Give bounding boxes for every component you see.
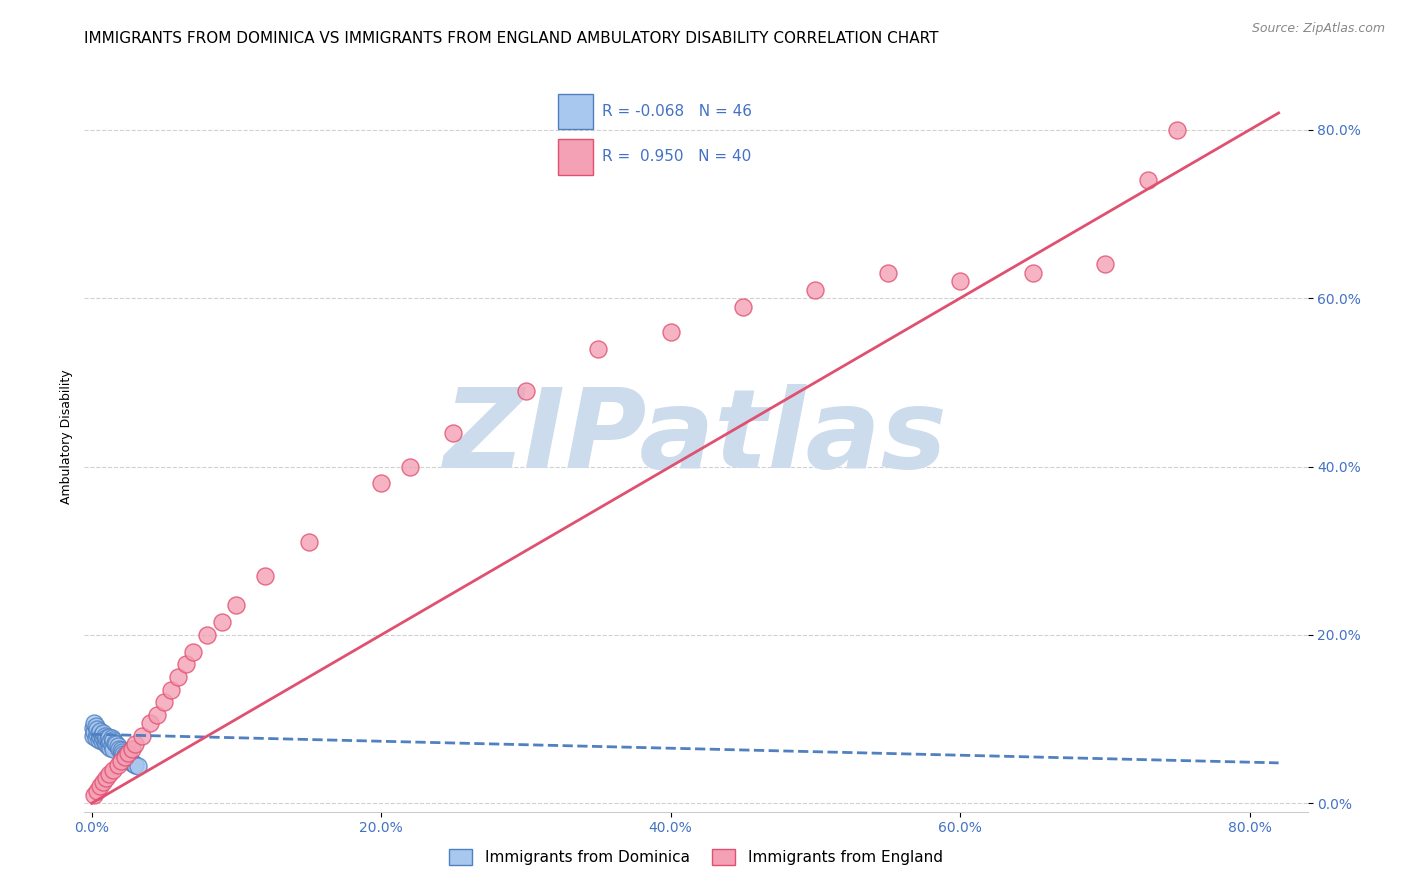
Text: ZIPatlas: ZIPatlas <box>444 384 948 491</box>
Point <box>104 736 127 750</box>
Point <box>105 737 128 751</box>
Point <box>731 300 754 314</box>
Point <box>588 342 610 356</box>
Point <box>121 756 143 770</box>
Point <box>89 730 111 744</box>
Point <box>121 741 143 756</box>
Point <box>659 325 682 339</box>
Point <box>103 763 125 777</box>
Point <box>87 726 110 740</box>
Point <box>86 727 108 741</box>
Point <box>399 459 422 474</box>
Point <box>90 728 112 742</box>
Point <box>90 734 112 748</box>
Point <box>153 695 176 709</box>
Point <box>98 736 121 750</box>
Point <box>515 384 537 398</box>
Point <box>100 734 122 748</box>
Point <box>114 750 136 764</box>
Point <box>98 767 121 781</box>
Point <box>110 754 132 768</box>
Point <box>138 716 160 731</box>
Point <box>111 745 134 759</box>
Point <box>211 615 233 630</box>
Text: Source: ZipAtlas.com: Source: ZipAtlas.com <box>1251 22 1385 36</box>
Point <box>1137 173 1160 187</box>
Point <box>101 731 124 746</box>
Point <box>124 757 146 772</box>
Point <box>94 771 117 785</box>
Point <box>93 735 115 749</box>
Y-axis label: Ambulatory Disability: Ambulatory Disability <box>60 370 73 504</box>
Point <box>101 738 124 752</box>
Point <box>83 788 105 802</box>
Point <box>131 729 153 743</box>
Point <box>83 716 105 731</box>
Point <box>108 741 131 756</box>
Point <box>167 670 190 684</box>
Point <box>254 569 277 583</box>
Point <box>117 751 139 765</box>
Point <box>84 719 107 733</box>
Point <box>876 266 898 280</box>
Point <box>145 707 167 722</box>
Point <box>82 729 104 743</box>
Point <box>86 783 108 797</box>
Point <box>181 645 204 659</box>
Point <box>298 535 321 549</box>
Point <box>160 682 183 697</box>
Point <box>949 274 972 288</box>
Point <box>804 283 827 297</box>
Point <box>225 599 247 613</box>
Point <box>120 754 142 768</box>
Point <box>84 731 107 745</box>
Point <box>1094 258 1116 272</box>
Point <box>107 758 129 772</box>
Point <box>91 731 114 746</box>
Point <box>370 476 392 491</box>
Point <box>103 733 125 747</box>
Point <box>100 740 122 755</box>
Point <box>117 746 139 760</box>
Point <box>94 731 117 745</box>
Point <box>82 721 104 735</box>
Point <box>443 425 465 440</box>
Point <box>94 737 117 751</box>
Point <box>112 747 135 761</box>
Point <box>89 723 111 738</box>
Point <box>114 748 136 763</box>
Point <box>115 749 138 764</box>
Text: IMMIGRANTS FROM DOMINICA VS IMMIGRANTS FROM ENGLAND AMBULATORY DISABILITY CORREL: IMMIGRANTS FROM DOMINICA VS IMMIGRANTS F… <box>84 31 939 46</box>
Point <box>122 756 145 771</box>
Point <box>86 723 108 737</box>
Point <box>174 657 197 672</box>
Point <box>1021 266 1043 280</box>
Point <box>96 732 118 747</box>
Point <box>107 739 129 753</box>
Point <box>1166 123 1188 137</box>
Point <box>110 743 132 757</box>
Point <box>103 741 125 756</box>
Point <box>98 730 121 744</box>
Point <box>127 759 149 773</box>
Point <box>118 752 141 766</box>
Point <box>93 729 115 743</box>
Legend: Immigrants from Dominica, Immigrants from England: Immigrants from Dominica, Immigrants fro… <box>443 843 949 871</box>
Point <box>89 780 111 794</box>
Point <box>124 737 146 751</box>
Point <box>197 628 219 642</box>
Point <box>96 739 118 753</box>
Point <box>91 725 114 739</box>
Point <box>91 775 114 789</box>
Point <box>87 733 110 747</box>
Point <box>83 724 105 739</box>
